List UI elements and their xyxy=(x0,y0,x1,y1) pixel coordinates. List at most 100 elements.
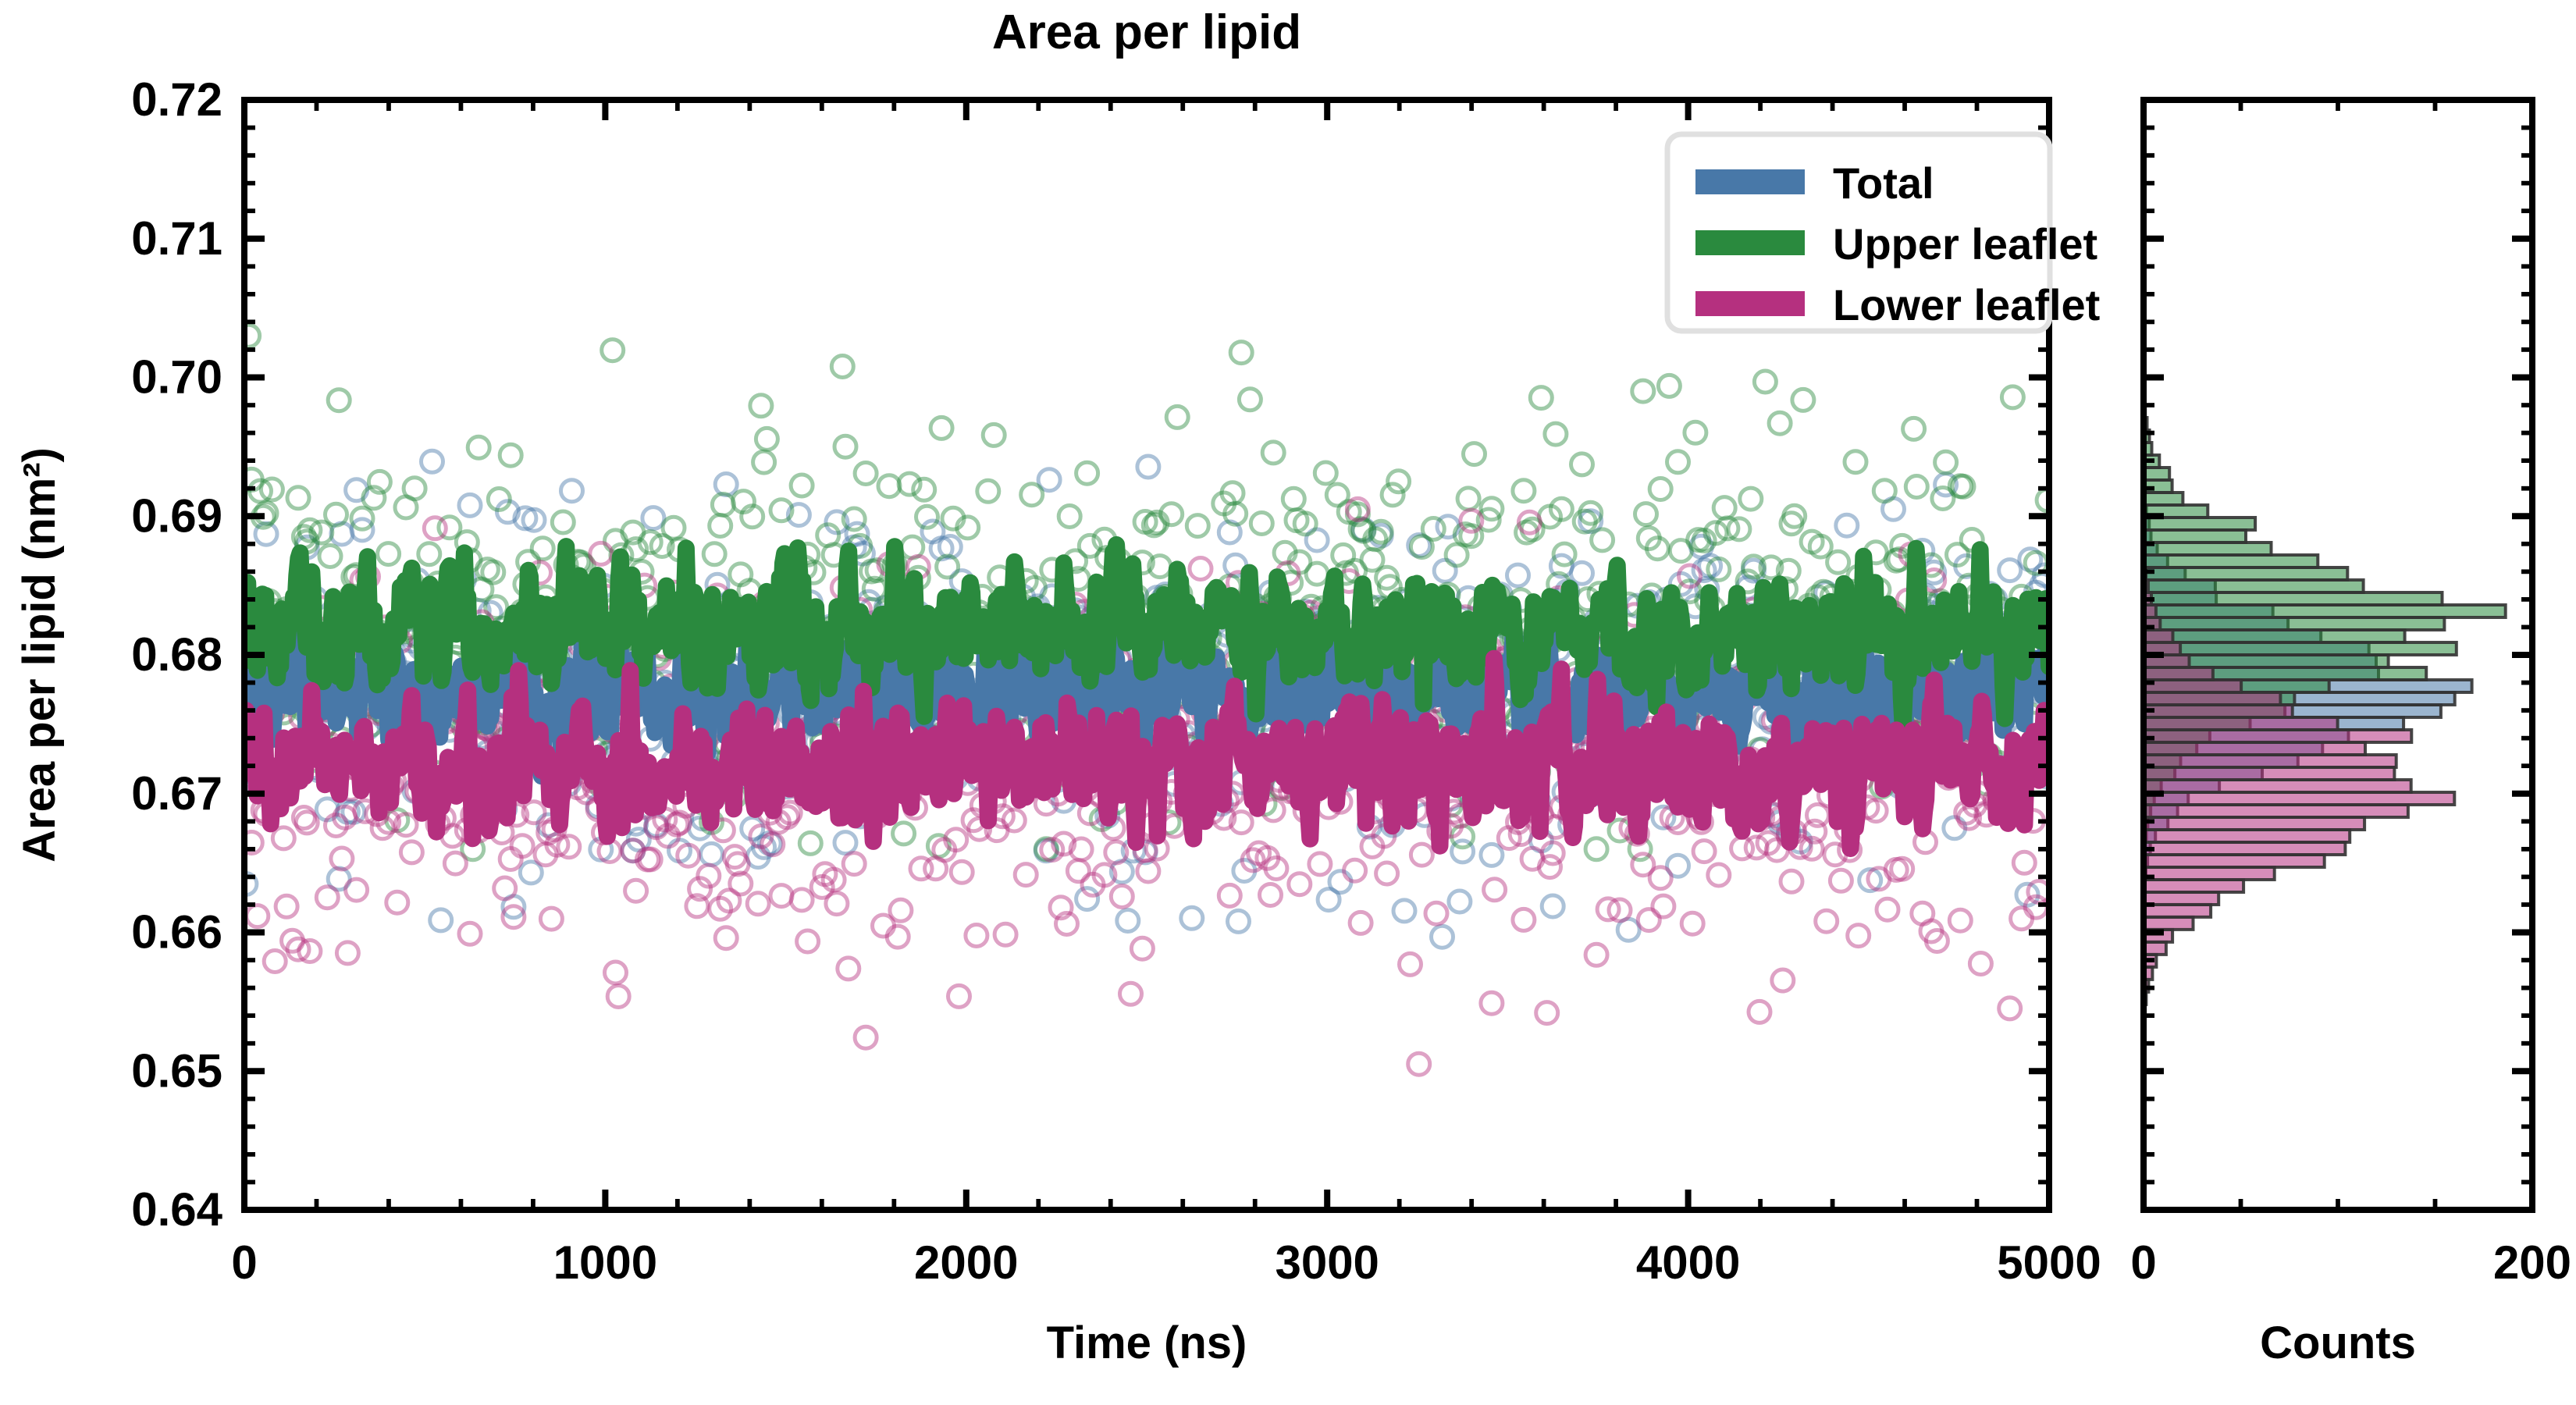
scatter-point xyxy=(707,895,734,922)
hist-bar xyxy=(2144,803,2410,819)
scatter-point xyxy=(398,839,425,866)
scatter-point xyxy=(876,473,902,500)
hist-bar xyxy=(2144,641,2458,656)
scatter-point xyxy=(297,517,323,543)
scatter-point xyxy=(1246,840,1272,866)
scatter-point xyxy=(760,831,786,858)
scatter-point xyxy=(588,540,614,567)
scatter-point xyxy=(832,830,859,856)
legend-item-lower-leaflet[interactable]: Lower leaflet xyxy=(1695,280,2100,329)
scatter-point xyxy=(1001,807,1027,834)
scatter-point xyxy=(457,920,483,947)
hist-bar xyxy=(2144,466,2172,482)
main-ytick-label: 0.66 xyxy=(131,906,222,959)
scatter-point xyxy=(896,471,923,497)
scatter-point xyxy=(1738,486,1764,512)
scatter-point xyxy=(1635,525,1662,552)
scatter-point xyxy=(1408,534,1435,560)
scatter-point xyxy=(244,322,262,349)
scatter-point xyxy=(1578,508,1604,535)
scatter-point xyxy=(1446,888,1473,915)
main-xtick-label: 4000 xyxy=(1636,1236,1740,1289)
hist-bar xyxy=(2144,878,2246,894)
scatter-point xyxy=(258,476,285,503)
legend-entries[interactable]: Total Upper leaflet Lower leaflet xyxy=(1695,158,2100,329)
main-ytick-label: 0.72 xyxy=(131,73,222,126)
scatter-point xyxy=(946,983,972,1009)
scatter-point xyxy=(1519,516,1546,542)
scatter-point xyxy=(1350,518,1377,544)
scatter-point xyxy=(1595,896,1621,923)
scatter-point xyxy=(1286,871,1313,898)
scatter-point xyxy=(1679,910,1706,937)
scatter-point xyxy=(1263,855,1290,881)
scatter-point xyxy=(1516,509,1542,535)
hist-bar xyxy=(2144,716,2339,731)
hist-bar xyxy=(2144,516,2258,532)
scatter-point xyxy=(640,505,667,532)
scatter-point xyxy=(620,838,646,864)
scatter-point xyxy=(1327,869,1354,895)
scatter-point xyxy=(643,814,670,841)
legend[interactable]: Total Upper leaflet Lower leaflet xyxy=(1664,131,2100,334)
scatter-point xyxy=(923,855,949,882)
legend-label: Total xyxy=(1833,158,1934,208)
scatter-point xyxy=(1406,1051,1432,1077)
scatter-point xyxy=(1923,928,1950,954)
scatter-point xyxy=(483,594,510,621)
scatter-point xyxy=(1458,507,1485,534)
scatter-point xyxy=(1228,340,1254,366)
scatter-point xyxy=(739,503,766,530)
scatter-point xyxy=(1583,836,1610,863)
legend-item-upper-leaflet[interactable]: Upper leaflet xyxy=(1695,219,2097,269)
scatter-point xyxy=(1033,836,1059,863)
scatter-point xyxy=(1537,503,1563,530)
hist-bar xyxy=(2144,628,2175,644)
scatter-point xyxy=(538,905,564,932)
scatter-point xyxy=(1630,852,1656,878)
scatter-point xyxy=(343,477,370,503)
main-ytick-label: 0.71 xyxy=(131,212,222,265)
scatter-point xyxy=(728,561,754,588)
scatter-point xyxy=(1880,496,1906,522)
scatter-point xyxy=(1758,554,1784,581)
scatter-point xyxy=(1260,439,1286,466)
scatter-point xyxy=(1510,906,1537,933)
scatter-point xyxy=(1144,509,1170,535)
scatter-point xyxy=(401,475,428,502)
scatter-point xyxy=(934,553,961,580)
hist-bar xyxy=(2144,491,2185,507)
scatter-point xyxy=(1012,862,1039,888)
scatter-point xyxy=(1461,441,1487,468)
scatter-point xyxy=(1947,907,1973,934)
legend-label: Upper leaflet xyxy=(1833,219,2097,269)
scatter-point xyxy=(1140,512,1167,539)
scatter-point xyxy=(1450,838,1476,865)
scatter-point xyxy=(1452,521,1478,548)
scatter-point xyxy=(940,505,966,532)
scatter-point xyxy=(1068,836,1094,863)
scatter-point xyxy=(297,938,323,964)
scatter-point xyxy=(1505,562,1531,589)
scatter-point xyxy=(457,492,483,518)
scatter-point xyxy=(1076,532,1103,559)
scatter-point xyxy=(1342,857,1368,884)
scatter-point xyxy=(1304,527,1330,553)
hist-bar xyxy=(2144,853,2326,869)
hist-axis-layer: 0 200 xyxy=(2130,97,2571,1289)
scatter-point xyxy=(422,515,448,542)
scatter-point xyxy=(1799,835,1825,862)
scatter-point xyxy=(1997,995,2023,1022)
scatter-point xyxy=(317,543,343,569)
scatter-point xyxy=(1947,473,1973,500)
legend-item-total[interactable]: Total xyxy=(1695,158,1934,208)
scatter-point xyxy=(1036,467,1062,493)
hist-x-axis-label: Counts xyxy=(2260,1318,2416,1368)
scatter-point xyxy=(2008,905,2035,932)
scatter-point xyxy=(1635,907,1662,934)
scatter-point xyxy=(1080,871,1106,898)
scatter-point xyxy=(1283,507,1310,534)
scatter-point xyxy=(1048,895,1074,921)
scatter-point xyxy=(1443,542,1470,568)
scatter-point xyxy=(1359,833,1386,859)
